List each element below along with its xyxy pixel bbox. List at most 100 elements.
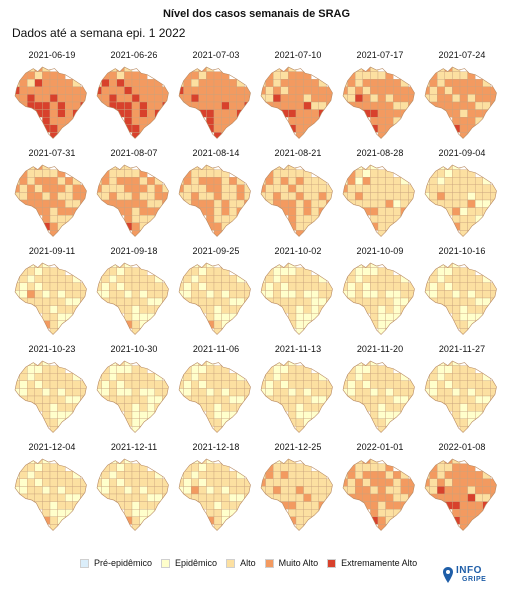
map-region [288,290,297,299]
map-region [273,365,281,374]
map-region [236,478,245,487]
map-region [213,109,222,118]
map-region [393,86,401,95]
map-region [303,275,312,283]
map-region [347,86,356,95]
map-region [49,109,58,118]
map-region [65,380,73,389]
map-region [452,486,461,495]
map-region [459,388,468,397]
map-region [400,509,409,517]
map-region [34,388,43,397]
map-region [385,109,394,118]
map-region [229,215,237,223]
map-region [229,395,237,404]
map-region [42,418,51,427]
country-outline [178,458,251,531]
map-region [355,361,363,366]
map-region [311,486,319,495]
map-region [80,486,87,495]
map-region [206,395,215,404]
map-region [244,290,251,299]
map-region [198,94,207,103]
map-region [27,263,35,268]
map-region [437,184,445,193]
map-region [288,86,297,95]
map-region [229,124,237,133]
map-region [34,169,43,178]
map-region [198,365,207,374]
map-region [42,282,51,291]
map-region [198,478,207,487]
map-region [229,109,237,118]
map-region [362,71,371,80]
map-region [295,493,304,502]
map-region [229,509,237,517]
map-region [355,388,363,397]
map-region [437,365,445,374]
map-region [459,471,468,479]
map-region [355,94,363,103]
map-region [393,501,401,510]
map-region [229,418,237,427]
map-region [280,395,289,404]
map-region [27,290,35,299]
map-region [295,411,304,419]
map-region [303,132,312,139]
map-region [57,373,66,381]
map-region [139,184,148,193]
map-region [139,132,148,139]
map-region [116,71,125,80]
map-region [265,192,274,201]
map-region [147,117,155,125]
map-region [452,101,461,110]
map-region [206,388,215,397]
map-region [27,169,35,178]
map-region [72,509,81,517]
map-region [221,275,230,283]
map-region [482,478,491,487]
map-region [236,177,245,185]
map-region [131,478,140,487]
map-region [191,177,199,185]
map-region [437,192,445,201]
map-region [295,79,304,87]
map-region [124,79,133,87]
map-region [273,165,281,170]
map-region [139,177,148,185]
map-region [362,290,371,299]
legend-item: Alto [226,558,256,568]
map-region [49,516,58,525]
map-region [393,192,401,201]
map-region [288,403,297,412]
map-region [370,290,379,299]
map-region [355,297,363,306]
map-region [318,380,327,389]
map-region [475,199,483,208]
map-region [295,275,304,283]
map-region [362,169,371,178]
map-region [244,282,251,291]
map-region [393,493,401,502]
map-region [162,199,169,208]
map-region [288,275,297,283]
map-region [139,290,148,299]
map-region [116,86,125,95]
map-region [370,373,379,381]
map-region [131,516,140,525]
map-region [385,282,394,291]
map-region [311,101,319,110]
map-region [236,79,245,87]
map-region [147,124,155,133]
map-region [295,215,304,223]
map-region [482,275,491,283]
map-panel: 2021-11-13 [258,344,338,440]
map-region [467,501,476,510]
map-region [236,215,245,223]
map-region [109,199,117,208]
map-region [467,313,476,321]
map-region [191,199,199,208]
map-region [34,373,43,381]
map-region [377,373,386,381]
map-region [347,192,356,201]
